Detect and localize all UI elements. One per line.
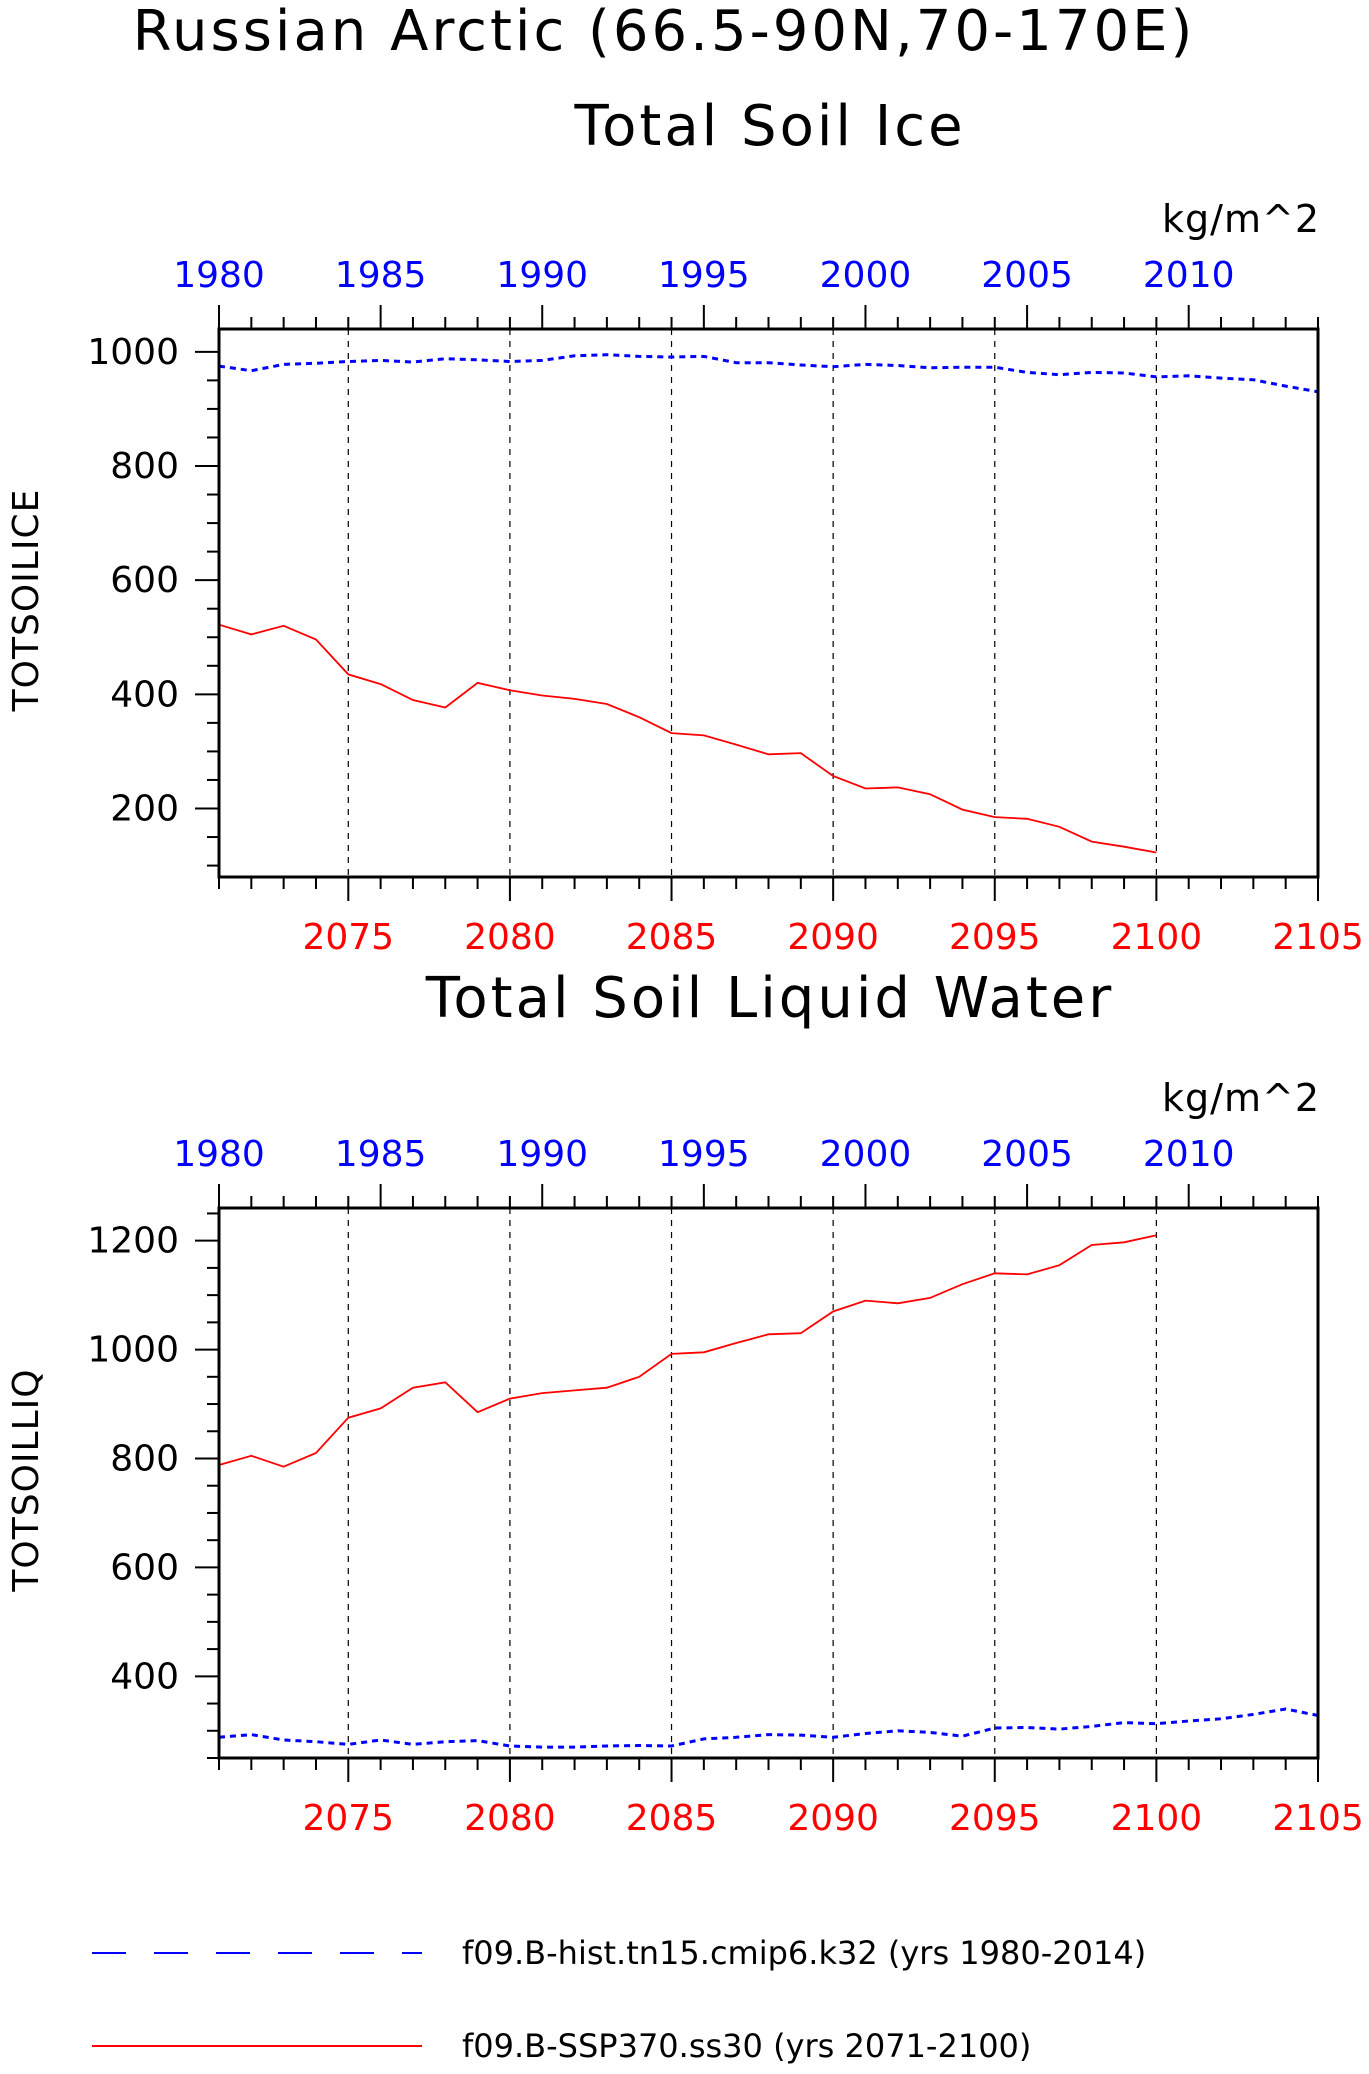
bottom-tick-label: 2075	[302, 1798, 394, 1839]
bottom-tick-label: 2090	[787, 1798, 879, 1839]
plot-frame	[217, 327, 1320, 879]
top-tick-label: 1995	[658, 1134, 750, 1175]
legend-label-ssp: f09.B-SSP370.ss30 (yrs 2071-2100)	[462, 2027, 1031, 2065]
bottom-tick-label: 2095	[949, 1798, 1041, 1839]
bottom-tick-label: 2095	[949, 917, 1041, 958]
y-tick-label: 200	[110, 789, 179, 830]
y-tick-label: 800	[110, 1438, 179, 1479]
y-axis-title: TOTSOILICE	[6, 489, 47, 713]
figure-title: Russian Arctic (66.5-90N,70-170E)	[133, 0, 1196, 64]
y-axis-title: TOTSOILLIQ	[6, 1368, 47, 1592]
top-tick-label: 2005	[981, 255, 1073, 296]
y-tick-label: 1000	[87, 1330, 179, 1371]
bottom-tick-label: 2100	[1111, 1798, 1203, 1839]
plot-frame	[217, 1206, 1320, 1760]
series-line-ssp	[218, 1234, 1157, 1468]
y-tick-label: 400	[110, 1656, 179, 1697]
y-tick-label: 1000	[87, 332, 179, 373]
y-tick-label: 400	[110, 674, 179, 715]
bottom-tick-label: 2090	[787, 917, 879, 958]
bottom-tick-label: 2085	[626, 1798, 718, 1839]
bottom-tick-label: 2075	[302, 917, 394, 958]
y-tick-label: 800	[110, 446, 179, 487]
top-tick-label: 2005	[981, 1134, 1073, 1175]
series-line-hist	[218, 1707, 1319, 1749]
series-line-ssp	[218, 623, 1157, 854]
y-tick-label: 600	[110, 560, 179, 601]
bottom-tick-label: 2085	[626, 917, 718, 958]
panel-title: Total Soil Ice	[573, 94, 965, 159]
legend-label-hist: f09.B-hist.tn15.cmip6.k32 (yrs 1980-2014…	[462, 1934, 1146, 1972]
bottom-tick-label: 2080	[464, 917, 556, 958]
top-tick-label: 1990	[496, 255, 588, 296]
panel-title: Total Soil Liquid Water	[425, 966, 1115, 1031]
top-tick-label: 1995	[658, 255, 750, 296]
top-tick-label: 2000	[820, 255, 912, 296]
top-tick-label: 1990	[496, 1134, 588, 1175]
panel-total-soil-ice: Total Soil Ice kg/m^2 TOTSOILICE 1980 198…	[6, 94, 1364, 958]
bottom-tick-label: 2105	[1272, 917, 1364, 958]
top-tick-label: 1980	[173, 1134, 265, 1175]
y-tick-label: 600	[110, 1547, 179, 1588]
bottom-tick-label: 2080	[464, 1798, 556, 1839]
top-tick-label: 2010	[1143, 1134, 1235, 1175]
legend: f09.B-hist.tn15.cmip6.k32 (yrs 1980-2014…	[92, 1934, 1146, 2065]
unit-label: kg/m^2	[1162, 1076, 1320, 1120]
top-tick-label: 2000	[820, 1134, 912, 1175]
top-tick-label: 2010	[1143, 255, 1235, 296]
bottom-tick-label: 2105	[1272, 1798, 1364, 1839]
series-line-hist	[218, 353, 1319, 394]
top-tick-label: 1980	[173, 255, 265, 296]
y-tick-label: 1200	[87, 1221, 179, 1262]
top-tick-label: 1985	[335, 255, 427, 296]
unit-label: kg/m^2	[1162, 197, 1320, 241]
panel-total-soil-liquid-water: Total Soil Liquid Water kg/m^2 TOTSOILLI…	[6, 966, 1364, 1839]
top-tick-label: 1985	[335, 1134, 427, 1175]
bottom-tick-label: 2100	[1111, 917, 1203, 958]
